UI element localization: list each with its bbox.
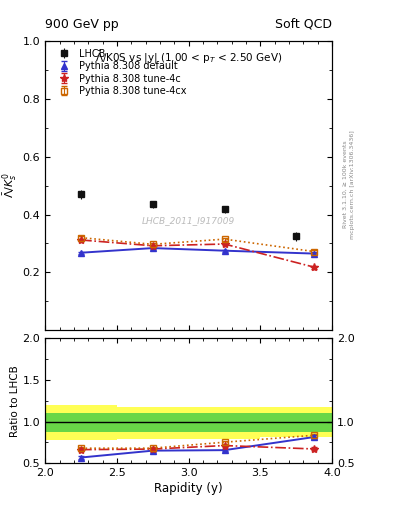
Legend: LHCB, Pythia 8.308 default, Pythia 8.308 tune-4c, Pythia 8.308 tune-4cx: LHCB, Pythia 8.308 default, Pythia 8.308… (50, 46, 190, 99)
Y-axis label: $\bar{\Lambda}/K^0_s$: $\bar{\Lambda}/K^0_s$ (1, 173, 20, 199)
X-axis label: Rapidity (y): Rapidity (y) (154, 482, 223, 496)
Text: Rivet 3.1.10, ≥ 100k events: Rivet 3.1.10, ≥ 100k events (343, 140, 347, 228)
Text: Soft QCD: Soft QCD (275, 18, 332, 31)
Text: mcplots.cern.ch [arXiv:1306.3436]: mcplots.cern.ch [arXiv:1306.3436] (351, 130, 355, 239)
Text: $\bar{\Lambda}$/K0S vs |y| (1.00 < p$_T$ < 2.50 GeV): $\bar{\Lambda}$/K0S vs |y| (1.00 < p$_T$… (95, 50, 282, 66)
Y-axis label: Ratio to LHCB: Ratio to LHCB (10, 365, 20, 437)
Text: LHCB_2011_I917009: LHCB_2011_I917009 (142, 216, 235, 225)
Text: 900 GeV pp: 900 GeV pp (45, 18, 119, 31)
